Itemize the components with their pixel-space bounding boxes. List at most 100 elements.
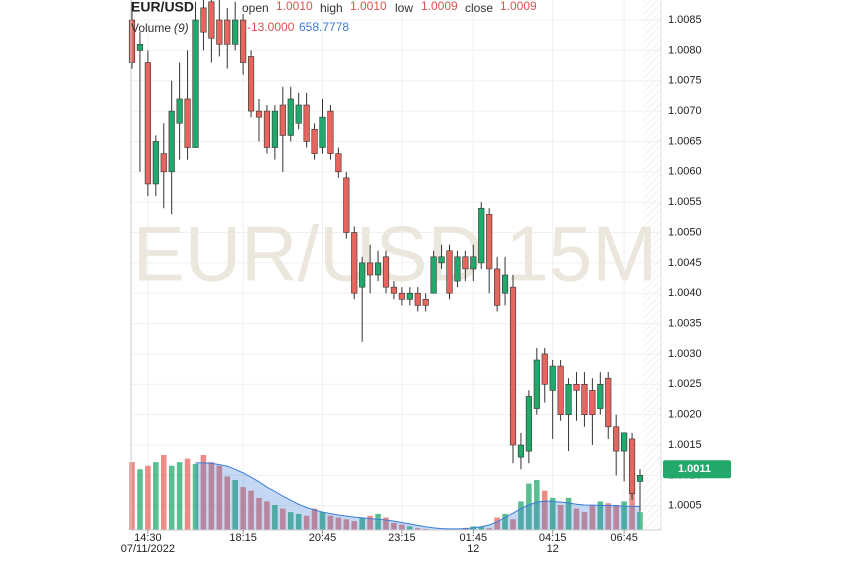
candle-body [422,299,429,306]
candle-body [486,214,493,270]
candle-body [494,268,501,306]
y-tick-label: 1.0020 [668,409,702,421]
volume-period: (9) [174,21,189,35]
candle-body [398,292,405,300]
y-tick-label: 1.0085 [668,14,702,26]
volume-bar [327,515,334,530]
candle-body [597,383,604,409]
y-tick-label: 1.0005 [668,500,702,512]
candle-body [438,256,445,264]
watermark: EUR/USD 15M [133,210,657,298]
y-tick-label: 1.0080 [668,44,702,56]
volume-bar [565,497,572,530]
volume-bar [391,522,397,530]
volume-bar [208,462,215,530]
candle-body [359,262,366,288]
volume-bar [597,501,604,530]
candle-body [581,383,588,415]
candle-body [335,153,342,173]
volume-bar [343,519,350,530]
y-tick-label: 1.0030 [668,348,702,360]
volume-bar [573,508,580,530]
candle-body [351,232,358,294]
legend-value: 1.0009 [421,0,458,13]
y-tick-label: 1.0065 [668,135,702,147]
volume-bar [129,462,135,530]
volume-bar [153,462,159,530]
volume-bar [557,505,564,530]
volume-bar [549,497,556,530]
candle-body [240,19,247,63]
volume-bar [399,524,405,530]
volume-bar [359,517,365,530]
volume-bar [613,505,619,530]
volume-bar [589,505,596,530]
volume-bar [168,465,175,530]
candle-body [208,1,215,39]
x-tick-sublabel: 12 [547,543,559,555]
legend-label: close [465,1,493,15]
candle-body [224,19,231,45]
candle-body [605,377,612,428]
candle-body [343,177,350,233]
y-tick-label: 1.0055 [668,196,702,208]
candle-body [501,274,509,294]
volume-bar [145,465,151,530]
candle-body [628,438,636,494]
candle-body [565,383,572,415]
candle-body [621,432,628,452]
candle-body [255,110,263,118]
candle-body [168,110,175,173]
y-tick-label: 1.0035 [668,317,702,329]
candle-body [589,390,596,415]
x-tick-label: 06:45 [610,532,638,544]
volume-ma-area [195,462,640,530]
volume-bar [295,513,302,530]
candle-body [573,383,580,391]
volume-bar [192,463,199,530]
volume-bar [160,455,167,530]
candle-body [517,444,525,458]
volume-bar [248,490,254,530]
volume-bar [319,512,326,530]
volume-bar [224,476,231,530]
symbol: EUR/USD [131,0,194,15]
y-tick-label: 1.0050 [668,226,702,238]
candle-body [136,44,144,51]
volume-bar [494,517,500,530]
volume-bar [232,480,238,530]
x-tick-label: 14:30 [134,532,162,544]
volume-bar [311,508,318,530]
volume-bar [605,503,612,530]
y-tick-label: 1.0075 [668,75,702,87]
candle-body [509,286,517,446]
y-tick-label: 1.0060 [668,166,702,178]
candle-body [462,256,469,270]
legend: EUR/USD open 1.0010 high 1.0010 low 1.00… [131,0,537,35]
volume-bar [621,501,627,530]
candle-body [414,292,421,306]
legend-value: 1.0010 [350,0,387,13]
x-tick-sublabel: 07/11/2022 [121,543,175,555]
last-price-label: 1.0011 [678,463,711,475]
candle-body [287,98,294,136]
y-tick-label: 1.0040 [668,287,702,299]
candle-body [430,256,437,294]
volume-bar [375,513,381,530]
candle-body [279,104,286,136]
legend-label: low [395,1,413,15]
volume-bar [367,515,373,530]
legend-label: open [242,1,269,15]
legend-value: 1.0009 [500,0,537,13]
volume-bar [216,465,223,530]
volume-label: Volume [131,21,171,35]
volume-bar [478,527,485,530]
y-tick-label: 1.0070 [668,105,702,117]
volume-bar [272,505,278,530]
volume-bar [351,521,358,530]
volume-bar [176,462,183,530]
volume-bar [502,513,508,530]
candle-body [184,98,191,148]
volume-bar [486,528,492,530]
